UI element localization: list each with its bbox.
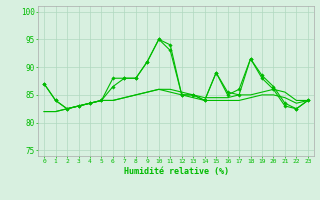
X-axis label: Humidité relative (%): Humidité relative (%): [124, 167, 228, 176]
